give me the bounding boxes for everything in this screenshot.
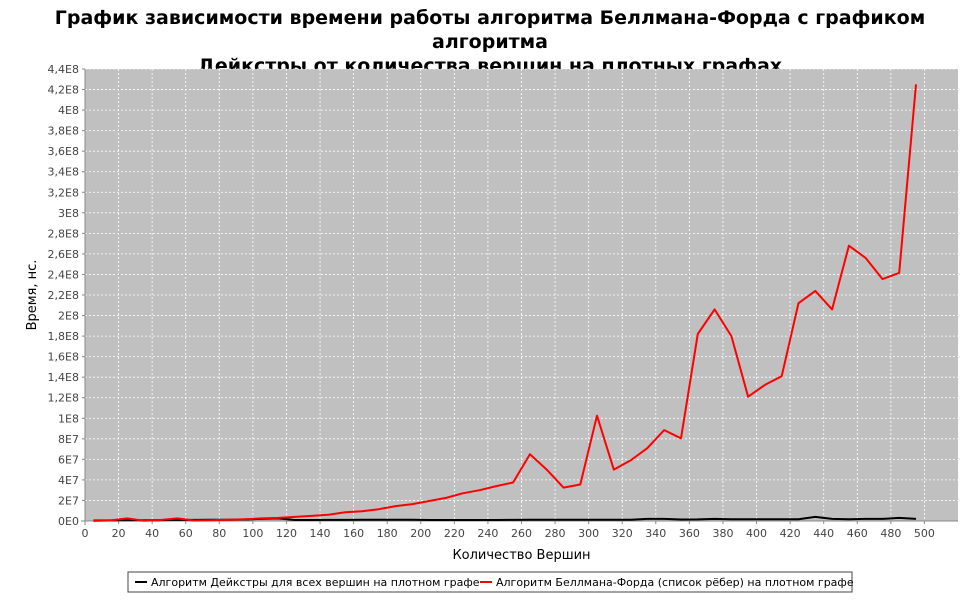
x-tick-label: 100 bbox=[242, 527, 263, 540]
x-tick-label: 420 bbox=[780, 527, 801, 540]
y-tick-label: 4E7 bbox=[58, 474, 79, 487]
x-tick-label: 140 bbox=[310, 527, 331, 540]
y-tick-label: 2,4E8 bbox=[48, 268, 79, 281]
x-tick-label: 120 bbox=[276, 527, 297, 540]
x-tick-label: 480 bbox=[880, 527, 901, 540]
x-tick-label: 300 bbox=[578, 527, 599, 540]
x-tick-label: 60 bbox=[179, 527, 193, 540]
x-tick-label: 360 bbox=[679, 527, 700, 540]
chart-title-line-1: График зависимости времени работы алгори… bbox=[54, 7, 926, 53]
y-tick-label: 3,2E8 bbox=[48, 186, 79, 199]
y-tick-label: 0E0 bbox=[58, 515, 79, 528]
x-tick-label: 20 bbox=[112, 527, 126, 540]
y-tick-label: 1,6E8 bbox=[48, 351, 79, 364]
y-tick-label: 2,8E8 bbox=[48, 227, 79, 240]
y-tick-label: 1E8 bbox=[58, 412, 79, 425]
y-tick-label: 4E8 bbox=[58, 104, 79, 117]
series-line-2 bbox=[93, 84, 917, 522]
y-tick-label: 1,2E8 bbox=[48, 392, 79, 405]
y-axis-label: Время, нс. bbox=[25, 260, 40, 331]
x-tick-label: 340 bbox=[645, 527, 666, 540]
x-tick-label: 440 bbox=[813, 527, 834, 540]
y-tick-label: 4,4E8 bbox=[48, 63, 79, 76]
y-tick-label: 3,6E8 bbox=[48, 145, 79, 158]
y-tick-label: 6E7 bbox=[58, 453, 79, 466]
x-tick-label: 500 bbox=[914, 527, 935, 540]
y-tick-label: 2,2E8 bbox=[48, 289, 79, 302]
y-tick-label: 2E8 bbox=[58, 310, 79, 323]
x-tick-label: 460 bbox=[847, 527, 868, 540]
x-tick-label: 320 bbox=[612, 527, 633, 540]
x-tick-label: 180 bbox=[377, 527, 398, 540]
y-tick-label: 2E7 bbox=[58, 494, 79, 507]
y-tick-label: 1,4E8 bbox=[48, 371, 79, 384]
x-tick-label: 220 bbox=[444, 527, 465, 540]
x-tick-label: 240 bbox=[477, 527, 498, 540]
x-tick-label: 280 bbox=[545, 527, 566, 540]
x-tick-label: 400 bbox=[746, 527, 767, 540]
x-tick-label: 40 bbox=[145, 527, 159, 540]
y-tick-label: 1,8E8 bbox=[48, 330, 79, 343]
y-tick-label: 8E7 bbox=[58, 433, 79, 446]
x-tick-label: 380 bbox=[712, 527, 733, 540]
x-tick-label: 200 bbox=[410, 527, 431, 540]
legend-label-2: Алгоритм Беллмана-Форда (список рёбер) н… bbox=[496, 576, 854, 589]
x-tick-label: 160 bbox=[343, 527, 364, 540]
y-tick-label: 3,4E8 bbox=[48, 166, 79, 179]
x-tick-label: 0 bbox=[82, 527, 89, 540]
legend-label-1: Алгоритм Дейкстры для всех вершин на пло… bbox=[151, 576, 480, 589]
x-tick-label: 80 bbox=[212, 527, 226, 540]
y-tick-label: 2,6E8 bbox=[48, 248, 79, 261]
x-axis-label: Количество Вершин bbox=[452, 548, 590, 563]
y-tick-label: 4,2E8 bbox=[48, 84, 79, 97]
x-tick-label: 260 bbox=[511, 527, 532, 540]
y-tick-label: 3E8 bbox=[58, 207, 79, 220]
y-tick-label: 3,8E8 bbox=[48, 125, 79, 138]
